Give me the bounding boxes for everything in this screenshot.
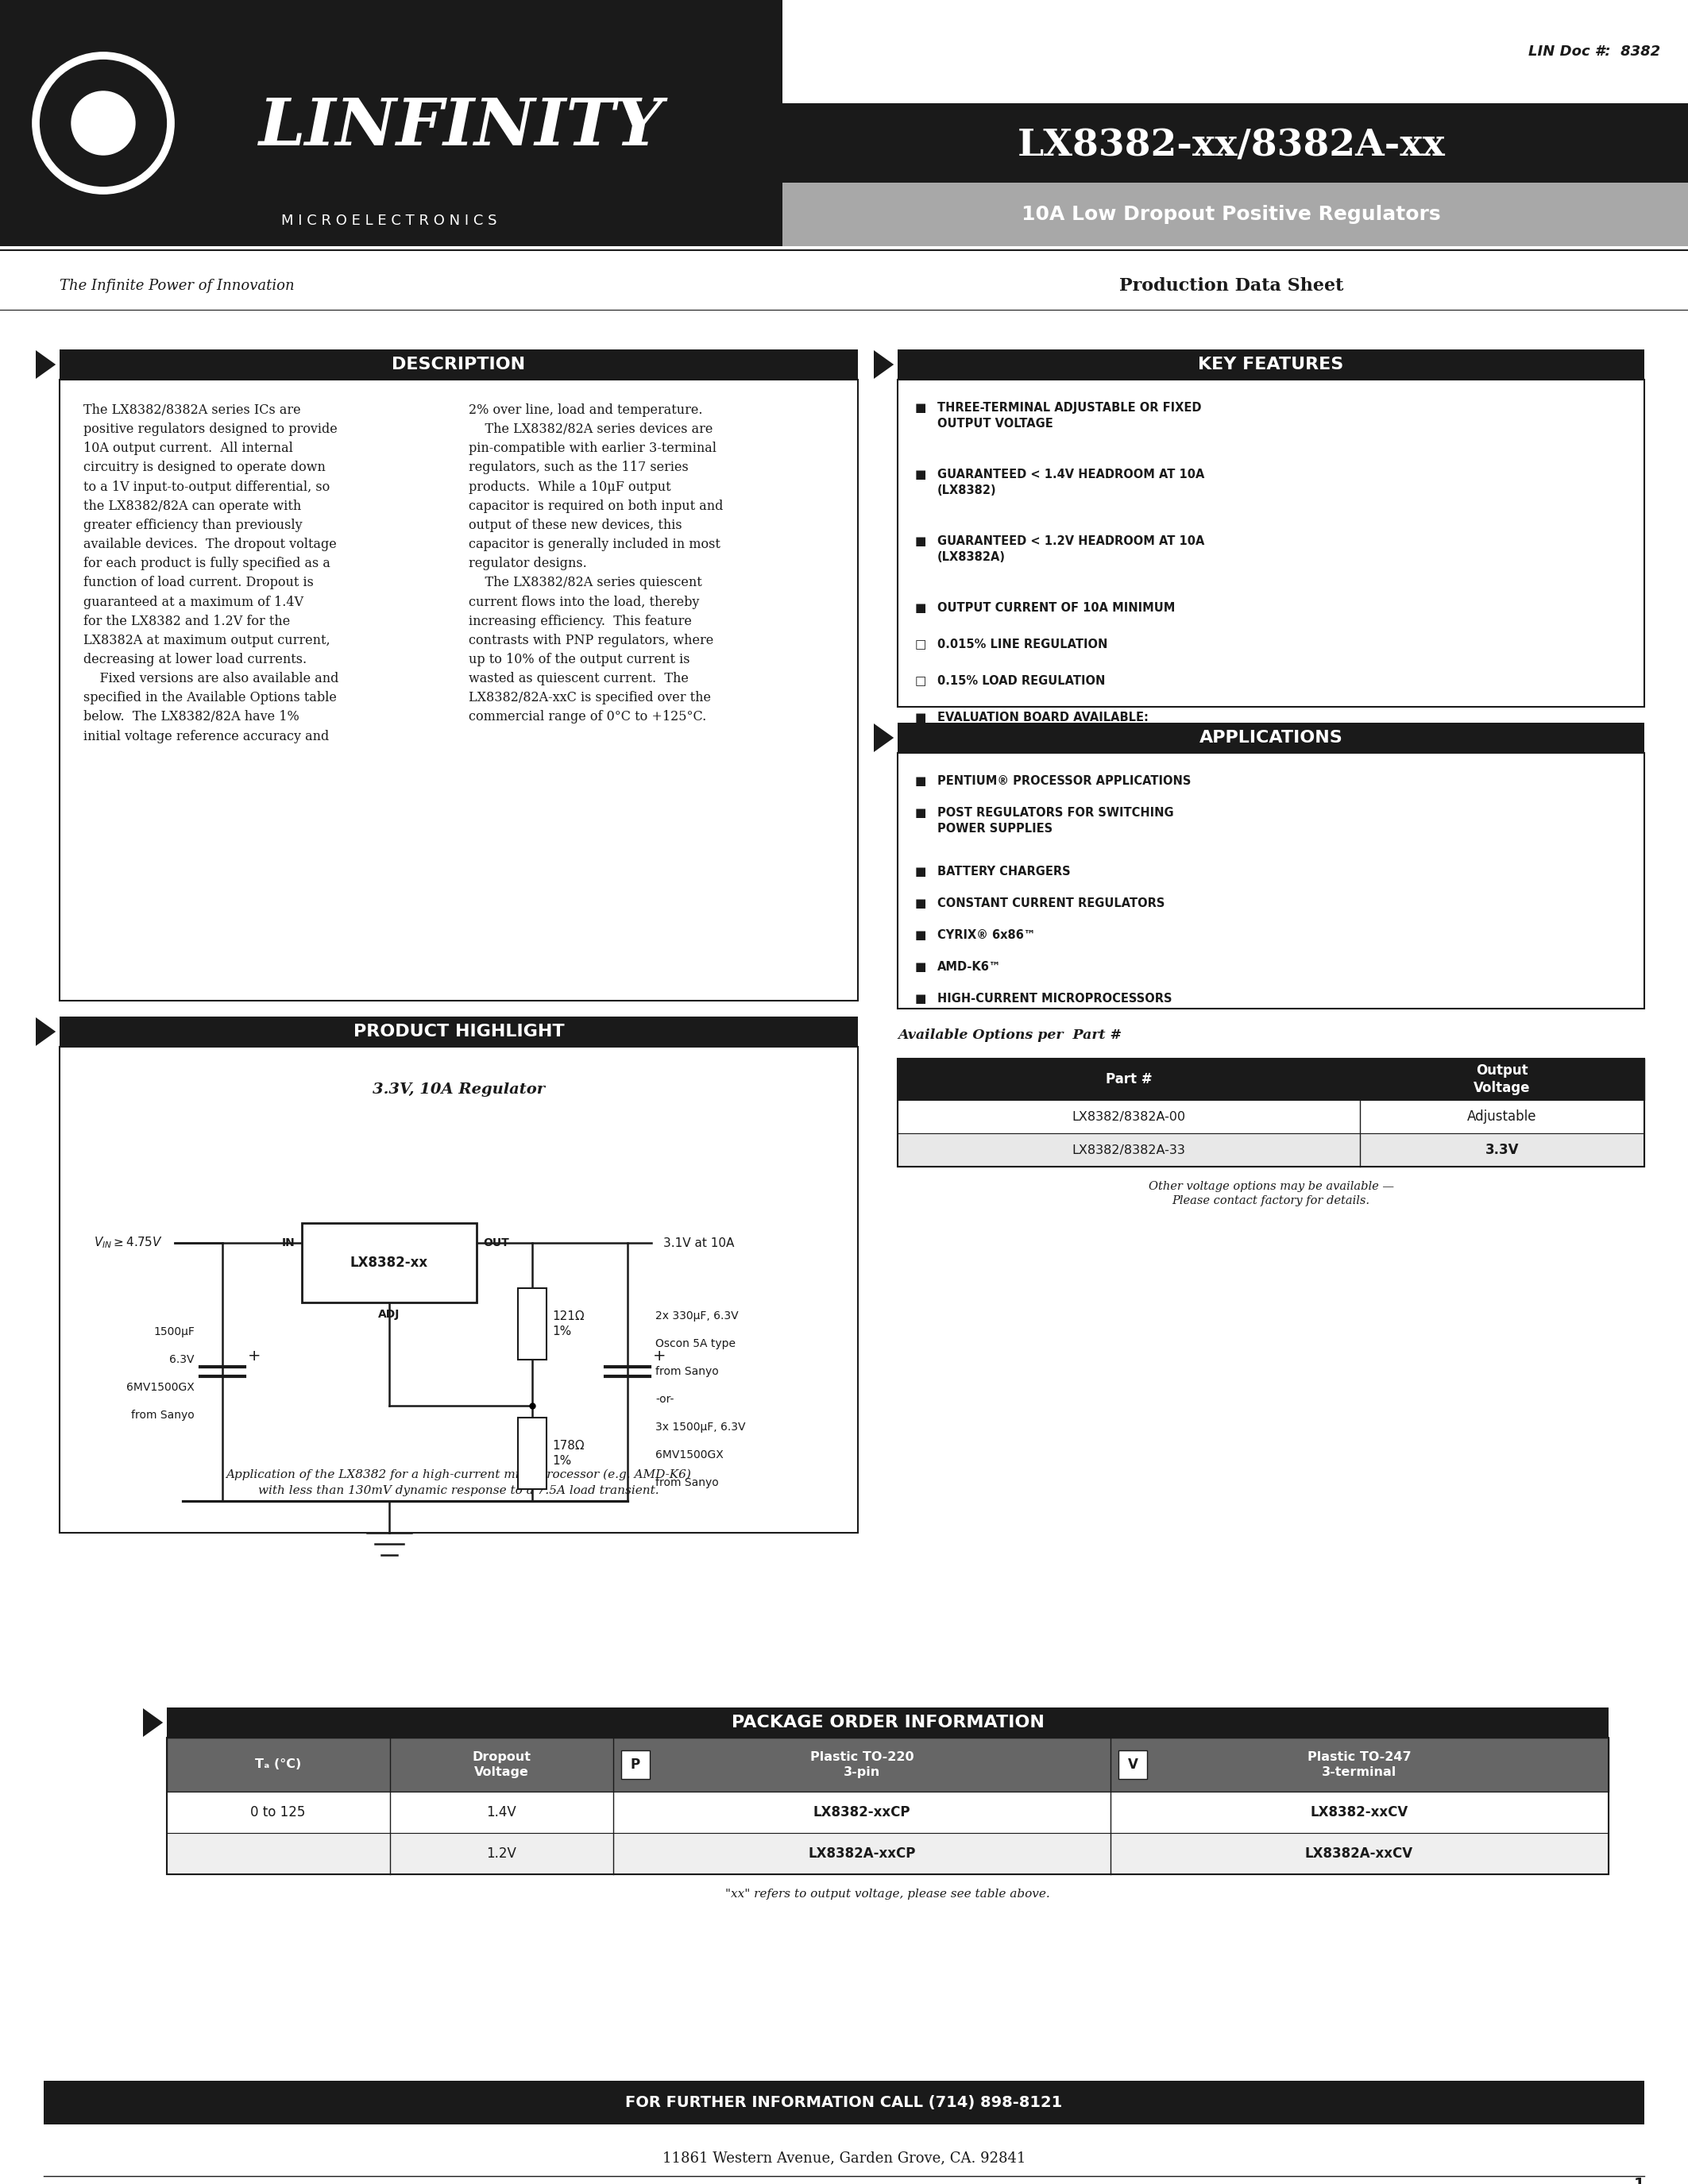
Text: LX8382-xxCP: LX8382-xxCP: [814, 1806, 910, 1819]
Text: THREE-TERMINAL ADJUSTABLE OR FIXED
OUTPUT VOLTAGE: THREE-TERMINAL ADJUSTABLE OR FIXED OUTPU…: [937, 402, 1202, 430]
Bar: [167, 1738, 1609, 1791]
Bar: [898, 1059, 1644, 1101]
Text: 10A Low Dropout Positive Regulators: 10A Low Dropout Positive Regulators: [1021, 205, 1442, 225]
Text: ■: ■: [915, 712, 927, 723]
Bar: [167, 1832, 1609, 1874]
Bar: [302, 1223, 476, 1302]
Text: The Infinite Power of Innovation: The Infinite Power of Innovation: [59, 280, 294, 293]
Polygon shape: [874, 723, 895, 751]
Text: LX8382/8382A-00: LX8382/8382A-00: [1072, 1112, 1185, 1123]
Text: APPLICATIONS: APPLICATIONS: [1198, 729, 1342, 745]
Text: 11861 Western Avenue, Garden Grove, CA. 92841: 11861 Western Avenue, Garden Grove, CA. …: [662, 2151, 1026, 2164]
Text: ■: ■: [915, 865, 927, 878]
Bar: [44, 2081, 1644, 2125]
Text: LX8382-xx: LX8382-xx: [351, 1256, 429, 1269]
Text: M I C R O E L E C T R O N I C S: M I C R O E L E C T R O N I C S: [282, 214, 496, 227]
Text: LX8382-xxCV: LX8382-xxCV: [1310, 1806, 1408, 1819]
Text: GUARANTEED < 1.2V HEADROOM AT 10A
(LX8382A): GUARANTEED < 1.2V HEADROOM AT 10A (LX838…: [937, 535, 1205, 563]
Text: 0 to 125: 0 to 125: [250, 1806, 306, 1819]
Text: 6.3V: 6.3V: [169, 1354, 194, 1365]
Text: BATTERY CHARGERS: BATTERY CHARGERS: [937, 865, 1070, 878]
Text: The LX8382/8382A series ICs are
positive regulators designed to provide
10A outp: The LX8382/8382A series ICs are positive…: [83, 404, 339, 743]
Text: $V_{IN} \geq 4.75V$: $V_{IN} \geq 4.75V$: [95, 1236, 162, 1249]
Bar: [621, 1749, 650, 1780]
Text: OUTPUT CURRENT OF 10A MINIMUM: OUTPUT CURRENT OF 10A MINIMUM: [937, 603, 1175, 614]
Bar: [59, 349, 858, 380]
Text: Dropout
Voltage: Dropout Voltage: [473, 1752, 530, 1778]
Circle shape: [71, 92, 135, 155]
Text: CYRIX® 6x86™: CYRIX® 6x86™: [937, 928, 1035, 941]
Text: PRODUCT HIGHLIGHT: PRODUCT HIGHLIGHT: [353, 1024, 564, 1040]
Text: ■: ■: [915, 898, 927, 909]
Bar: [167, 1738, 1609, 1874]
Text: 6MV1500GX: 6MV1500GX: [655, 1450, 724, 1461]
Bar: [898, 349, 1644, 380]
Bar: [59, 380, 858, 1000]
Text: ■: ■: [915, 994, 927, 1005]
Text: LX8382-xx/8382A-xx: LX8382-xx/8382A-xx: [1018, 127, 1445, 164]
Bar: [898, 723, 1644, 753]
Text: Plastic TO-220
3-pin: Plastic TO-220 3-pin: [810, 1752, 913, 1778]
Text: 3.3V: 3.3V: [1485, 1142, 1519, 1158]
Text: EVALUATION BOARD AVAILABLE:
REQUEST  LXE9001 EVALUATION KIT: EVALUATION BOARD AVAILABLE: REQUEST LXE9…: [937, 712, 1175, 738]
Text: 121Ω
1%: 121Ω 1%: [552, 1310, 584, 1339]
Bar: [59, 1046, 858, 1533]
Text: ■: ■: [915, 603, 927, 614]
Polygon shape: [874, 349, 895, 378]
Text: 1.2V: 1.2V: [486, 1845, 517, 1861]
Text: 3x 1500μF, 6.3V: 3x 1500μF, 6.3V: [655, 1422, 746, 1433]
Bar: [898, 1101, 1644, 1133]
Bar: [783, 103, 1688, 247]
Text: Plastic TO-247
3-terminal: Plastic TO-247 3-terminal: [1307, 1752, 1411, 1778]
Text: PENTIUM® PROCESSOR APPLICATIONS: PENTIUM® PROCESSOR APPLICATIONS: [937, 775, 1192, 786]
Text: 2% over line, load and temperature.
    The LX8382/82A series devices are
pin-co: 2% over line, load and temperature. The …: [469, 404, 722, 723]
Polygon shape: [143, 1708, 164, 1736]
Text: PACKAGE ORDER INFORMATION: PACKAGE ORDER INFORMATION: [731, 1714, 1045, 1730]
Text: ■: ■: [915, 402, 927, 413]
Text: □: □: [915, 675, 927, 688]
Text: from Sanyo: from Sanyo: [655, 1476, 719, 1487]
Bar: [898, 380, 1644, 708]
Bar: [898, 1133, 1644, 1166]
Text: Output
Voltage: Output Voltage: [1474, 1064, 1531, 1094]
Text: LIN Doc #:  8382: LIN Doc #: 8382: [1528, 44, 1661, 59]
Text: 0.15% LOAD REGULATION: 0.15% LOAD REGULATION: [937, 675, 1106, 688]
Text: 2x 330μF, 6.3V: 2x 330μF, 6.3V: [655, 1310, 738, 1321]
Bar: [898, 1059, 1644, 1166]
Text: OUT: OUT: [483, 1238, 510, 1249]
Text: IN: IN: [282, 1238, 295, 1249]
Text: 0.015% LINE REGULATION: 0.015% LINE REGULATION: [937, 638, 1107, 651]
Text: Part #: Part #: [1106, 1072, 1151, 1085]
Text: GUARANTEED < 1.4V HEADROOM AT 10A
(LX8382): GUARANTEED < 1.4V HEADROOM AT 10A (LX838…: [937, 470, 1205, 496]
Bar: [783, 183, 1688, 247]
Polygon shape: [35, 1018, 56, 1046]
Text: LX8382A-xxCV: LX8382A-xxCV: [1305, 1845, 1413, 1861]
Text: 1: 1: [1634, 2177, 1644, 2184]
Text: ADJ: ADJ: [378, 1308, 400, 1319]
Text: Production Data Sheet: Production Data Sheet: [1119, 277, 1344, 295]
Bar: [167, 1791, 1609, 1832]
Text: ■: ■: [915, 928, 927, 941]
Bar: [783, 103, 1688, 183]
Bar: [518, 1289, 547, 1361]
Text: ■: ■: [915, 535, 927, 548]
Text: Oscon 5A type: Oscon 5A type: [655, 1339, 736, 1350]
Text: 1500μF: 1500μF: [154, 1326, 194, 1337]
Polygon shape: [35, 349, 56, 378]
Bar: [59, 1016, 858, 1046]
Text: ■: ■: [915, 806, 927, 819]
Text: CONSTANT CURRENT REGULATORS: CONSTANT CURRENT REGULATORS: [937, 898, 1165, 909]
Bar: [1119, 1749, 1148, 1780]
Text: LX8382/8382A-33: LX8382/8382A-33: [1072, 1144, 1185, 1155]
Text: +: +: [248, 1348, 262, 1363]
Bar: [167, 1708, 1609, 1738]
Text: 178Ω
1%: 178Ω 1%: [552, 1439, 584, 1468]
Text: FOR FURTHER INFORMATION CALL (714) 898-8121: FOR FURTHER INFORMATION CALL (714) 898-8…: [626, 2094, 1062, 2110]
Bar: [518, 1417, 547, 1489]
Text: LINFINITY: LINFINITY: [258, 96, 663, 159]
Text: -or-: -or-: [655, 1393, 674, 1404]
Text: Application of the LX8382 for a high-current microprocessor (e.g. AMD-K6)
with l: Application of the LX8382 for a high-cur…: [226, 1470, 692, 1496]
Text: P: P: [631, 1758, 640, 1771]
Text: Tₐ (°C): Tₐ (°C): [255, 1758, 300, 1771]
Text: ■: ■: [915, 961, 927, 972]
